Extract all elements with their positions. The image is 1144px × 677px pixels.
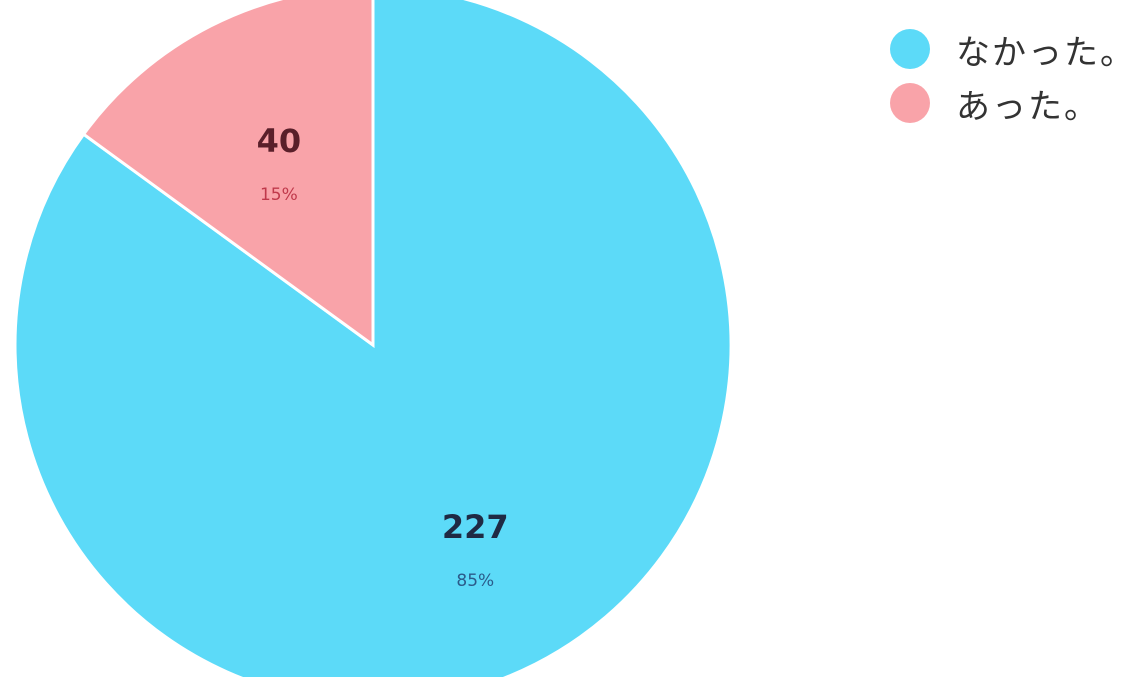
legend-item-nakatta: なかった。 bbox=[890, 22, 1136, 76]
slice-percent-label-atta: 15% bbox=[260, 185, 298, 205]
legend-swatch-nakatta bbox=[890, 29, 930, 69]
slice-count-label-nakatta: 227 bbox=[442, 508, 509, 546]
legend-swatch-atta bbox=[890, 83, 930, 123]
legend-label-atta: あった。 bbox=[956, 86, 1100, 127]
legend-item-atta: あった。 bbox=[890, 76, 1136, 130]
slice-count-label-atta: 40 bbox=[257, 122, 302, 160]
slice-percent-label-nakatta: 85% bbox=[456, 571, 494, 591]
pie-chart-plot: 227 85% 40 15% bbox=[13, 0, 733, 677]
legend-label-nakatta: なかった。 bbox=[956, 32, 1136, 73]
pie-slice-atta bbox=[81, 0, 375, 348]
legend: なかった。 あった。 bbox=[890, 22, 1136, 130]
